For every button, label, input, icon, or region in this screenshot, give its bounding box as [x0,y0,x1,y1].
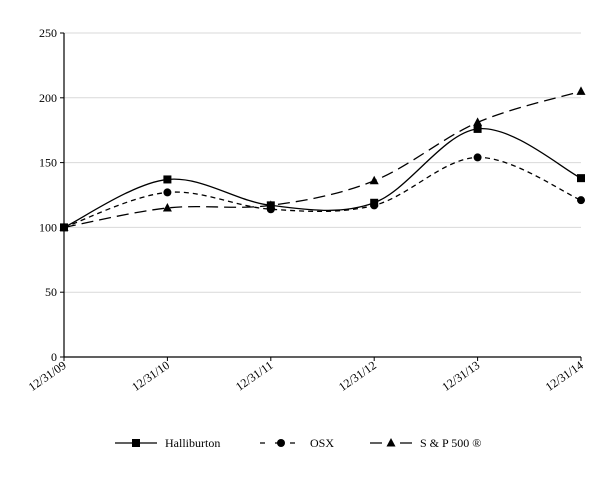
series-halliburton [60,124,585,232]
series-line [63,156,582,229]
series-line [63,90,582,229]
legend-marker-triangle [386,438,396,447]
data-point-square [577,174,585,183]
data-point-square [60,223,68,232]
data-point-circle [163,188,172,197]
x-tick-label: 12/31/09 [26,358,69,394]
data-point-triangle [473,117,483,126]
legend-label: Halliburton [165,436,220,450]
x-tick-label: 12/31/12 [336,358,379,394]
legend-marker-circle [277,439,285,447]
y-tick-label: 200 [39,91,57,105]
legend-item: Halliburton [115,436,220,450]
series-osx [60,153,585,232]
legend-label: OSX [310,436,334,450]
y-tick-label: 100 [39,220,57,234]
legend-label: S & P 500 ® [420,436,481,450]
series-line [63,128,582,228]
data-point-square [266,201,275,210]
x-tick-label: 12/31/14 [543,358,586,394]
data-point-square [370,198,379,207]
y-tick-label: 150 [39,156,57,170]
data-point-circle [577,196,585,205]
legend-item: OSX [260,436,334,450]
legend-marker-square [132,439,140,447]
y-tick-label: 250 [39,26,57,40]
data-point-circle [473,153,482,162]
x-tick-label: 12/31/13 [439,358,482,394]
x-tick-label: 12/31/10 [129,358,172,394]
y-tick-label: 0 [51,350,57,364]
x-tick-label: 12/31/11 [233,358,276,394]
data-point-triangle [162,202,172,212]
data-point-triangle [369,175,379,185]
data-point-square [163,175,172,184]
data-point-triangle [576,86,586,95]
legend-item: S & P 500 ® [370,436,481,450]
series-s-p-500- [59,86,586,231]
data-point-square [473,124,482,133]
y-tick-label: 50 [45,285,57,299]
